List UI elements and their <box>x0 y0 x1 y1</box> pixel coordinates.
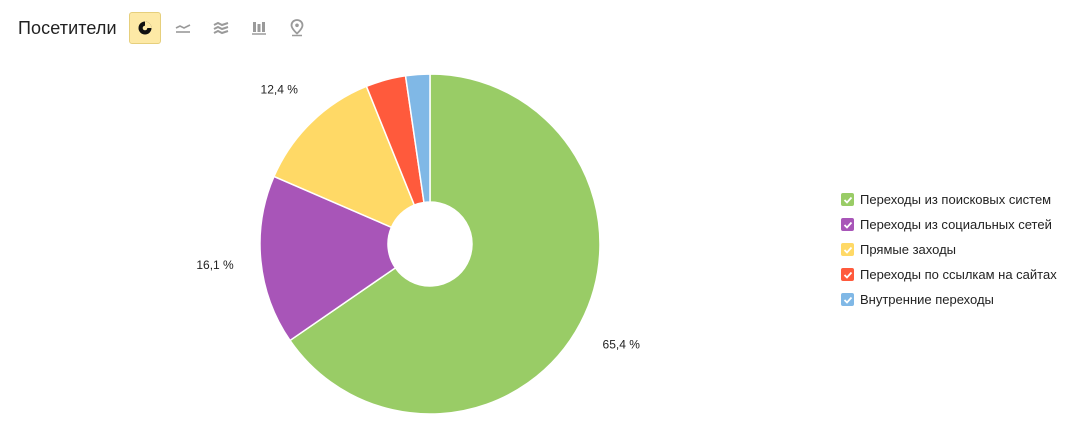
line-chart-icon <box>175 24 191 33</box>
chart-legend: Переходы из поисковых систем Переходы из… <box>841 187 1057 312</box>
legend-label: Переходы из социальных сетей <box>860 217 1052 232</box>
area-chart-icon <box>213 21 229 35</box>
legend-check-icon <box>841 293 854 306</box>
page-title: Посетители <box>18 17 117 38</box>
legend-label: Переходы из поисковых систем <box>860 192 1052 207</box>
slice-value-label: 16,1 % <box>196 258 234 272</box>
legend-item-social[interactable]: Переходы из социальных сетей <box>841 212 1057 237</box>
legend-label: Прямые заходы <box>860 242 957 257</box>
legend-item-direct[interactable]: Прямые заходы <box>841 237 1057 262</box>
area-view-button[interactable] <box>205 12 237 44</box>
bar-chart-icon <box>251 22 266 35</box>
slice-value-label: 12,4 % <box>261 82 299 96</box>
bar-view-button[interactable] <box>243 12 275 44</box>
legend-item-internal[interactable]: Внутренние переходы <box>841 287 1057 312</box>
line-view-button[interactable] <box>167 12 199 44</box>
slice-social[interactable] <box>259 175 397 342</box>
pie-view-button[interactable] <box>128 12 161 44</box>
legend-item-search[interactable]: Переходы из поисковых систем <box>841 187 1057 212</box>
header: Посетители <box>18 10 319 46</box>
legend-check-icon <box>841 268 854 281</box>
slice-value-label: 65,4 % <box>603 337 641 351</box>
legend-label: Внутренние переходы <box>860 292 994 307</box>
slice-direct[interactable] <box>272 85 416 229</box>
legend-check-icon <box>841 243 854 256</box>
legend-label: Переходы по ссылкам на сайтах <box>860 267 1057 282</box>
map-view-button[interactable] <box>281 12 313 44</box>
slice-search[interactable] <box>288 73 601 415</box>
legend-item-links[interactable]: Переходы по ссылкам на сайтах <box>841 262 1057 287</box>
legend-check-icon <box>841 193 854 206</box>
map-pin-icon <box>290 19 304 37</box>
slice-internal[interactable] <box>404 73 431 204</box>
legend-check-icon <box>841 218 854 231</box>
pie-chart-icon <box>138 21 152 35</box>
